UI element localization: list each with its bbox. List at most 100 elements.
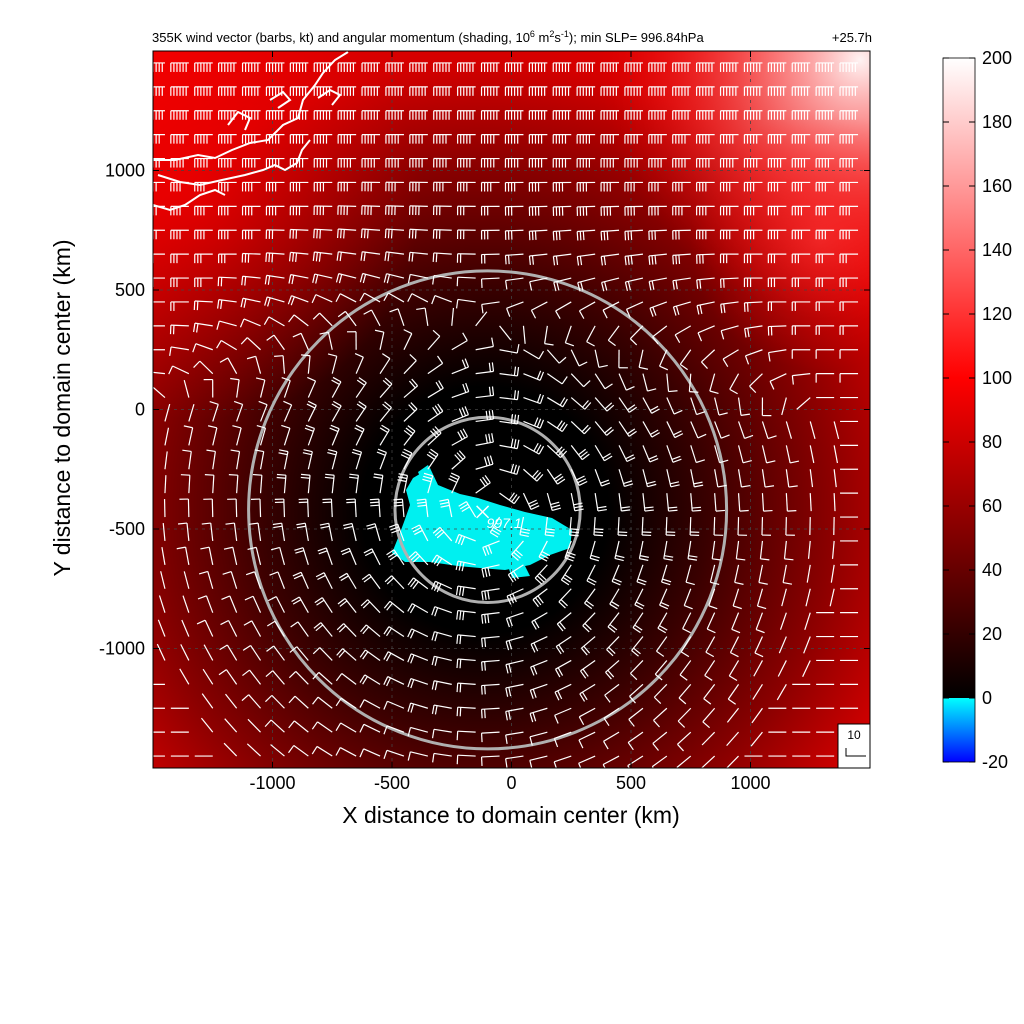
wind-barb xyxy=(529,707,548,723)
wind-barb xyxy=(815,301,835,311)
wind-barb xyxy=(403,353,417,375)
wind-barb xyxy=(240,337,261,351)
wind-barb xyxy=(361,110,381,120)
wind-barb xyxy=(230,449,241,470)
wind-barb xyxy=(767,301,787,311)
wind-barb xyxy=(785,445,800,464)
wind-barb xyxy=(570,373,591,388)
wind-barb xyxy=(480,181,500,192)
wind-barb xyxy=(552,181,572,192)
wind-barb xyxy=(432,274,452,285)
wind-barb xyxy=(482,540,500,557)
wind-barb xyxy=(603,707,620,727)
colorbar-tick-label: 180 xyxy=(982,112,1012,132)
wind-barb xyxy=(648,205,667,216)
wind-barb xyxy=(369,498,381,518)
wind-barb xyxy=(433,62,452,72)
wind-barb xyxy=(602,301,620,319)
wind-barb xyxy=(652,731,668,751)
wind-barb xyxy=(594,349,608,368)
wind-barb xyxy=(809,445,815,464)
wind-barb xyxy=(157,619,166,637)
wind-barb xyxy=(624,205,643,216)
wind-barb xyxy=(582,612,596,633)
wind-barb xyxy=(489,516,502,538)
wind-barb xyxy=(311,721,333,733)
wind-barb xyxy=(433,157,452,168)
wind-barb xyxy=(241,134,261,144)
wind-barb xyxy=(385,62,404,72)
wind-barb xyxy=(407,577,429,590)
wind-barb xyxy=(361,205,381,216)
wind-barb xyxy=(690,469,704,488)
wind-barb xyxy=(839,134,859,144)
wind-barb xyxy=(767,229,787,240)
wind-barb xyxy=(455,560,476,572)
wind-barb xyxy=(743,181,763,192)
wind-barb xyxy=(674,325,692,343)
wind-barb xyxy=(785,517,795,536)
wind-barb xyxy=(719,157,739,168)
wind-barb xyxy=(552,253,572,266)
wind-barb xyxy=(523,393,544,405)
wind-barb xyxy=(761,421,777,440)
wind-barb xyxy=(528,110,548,120)
wind-barb xyxy=(719,62,739,72)
wind-barb xyxy=(523,442,545,455)
wind-barb xyxy=(227,498,238,518)
wind-barb xyxy=(558,588,572,609)
wind-barb xyxy=(337,110,357,120)
wind-barb xyxy=(576,134,596,144)
wind-barb xyxy=(169,324,189,335)
wind-barb xyxy=(839,229,859,240)
wind-barb xyxy=(158,595,166,613)
wind-barb xyxy=(153,62,165,72)
wind-barb xyxy=(218,157,237,168)
wind-barb xyxy=(331,400,342,422)
wind-barb xyxy=(383,700,405,710)
wind-barb xyxy=(523,417,545,429)
wind-barb xyxy=(528,62,548,72)
wind-barb xyxy=(247,718,261,733)
wind-barb xyxy=(570,468,588,486)
wind-barb xyxy=(336,228,357,239)
wind-barb xyxy=(839,253,859,264)
wind-barb xyxy=(767,325,787,336)
wind-barb xyxy=(731,612,741,634)
wind-barb xyxy=(829,588,835,607)
wind-barb xyxy=(528,229,548,241)
wind-barb xyxy=(714,421,730,439)
wind-barb xyxy=(198,570,214,589)
wind-barb xyxy=(409,110,428,120)
wind-barb xyxy=(791,325,811,335)
wind-barb xyxy=(576,229,596,241)
wind-barb xyxy=(379,401,392,422)
wind-barb xyxy=(603,731,620,750)
wind-barb xyxy=(302,449,313,470)
wind-barb xyxy=(170,181,189,192)
wind-barb xyxy=(791,349,811,359)
wind-barb xyxy=(544,325,554,346)
wind-barb xyxy=(427,355,444,375)
wind-barb xyxy=(504,181,524,192)
wind-barb xyxy=(400,448,413,470)
wind-barb xyxy=(577,277,596,292)
wind-barb xyxy=(769,373,787,390)
x-tick-label: -500 xyxy=(374,773,410,793)
wind-barb xyxy=(815,373,835,383)
wind-barb xyxy=(164,403,171,422)
wind-barb xyxy=(505,755,524,768)
wind-barb xyxy=(564,540,576,562)
wind-barb xyxy=(752,684,763,700)
wind-barb xyxy=(379,377,393,398)
wind-barb xyxy=(504,229,524,240)
wind-barb xyxy=(153,110,165,120)
wind-barb xyxy=(456,253,476,263)
wind-barb xyxy=(659,588,670,610)
wind-barb xyxy=(223,742,238,757)
wind-barb xyxy=(354,424,365,446)
wind-barb xyxy=(629,683,644,704)
forecast-time: +25.7h xyxy=(832,30,872,45)
wind-barb xyxy=(360,624,381,638)
wind-barb xyxy=(170,277,189,288)
